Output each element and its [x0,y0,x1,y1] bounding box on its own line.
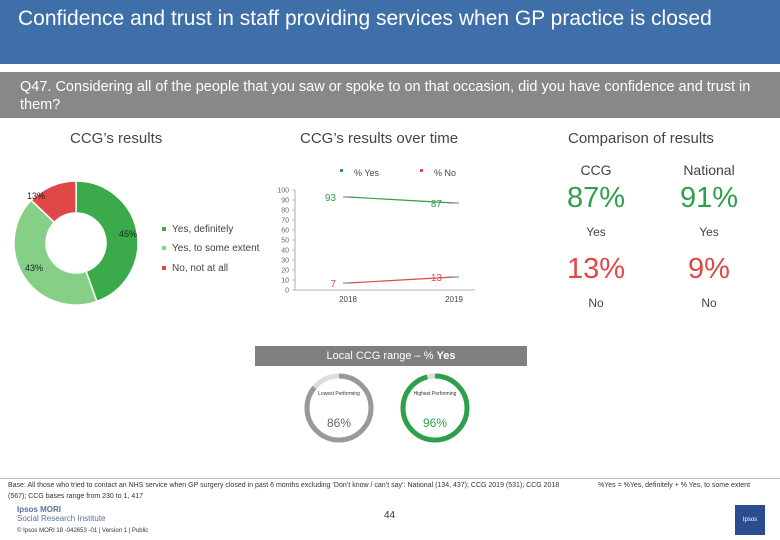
over-time-heading: CCG’s results over time [300,130,459,147]
x-tick-label: 2018 [339,295,357,304]
range-title: Local CCG range – % Yes [255,346,527,366]
y-tick-label: 100 [277,188,289,195]
legend-swatch [420,169,423,172]
ccg-no-value: 13% [566,253,626,285]
line-chart: % Yes % No 0 10 20 30 40 50 60 70 80 90 100 2018 2019 9… [277,168,475,304]
legend-label: Yes, to some extent [172,243,260,254]
y-tick-label: 30 [281,258,289,265]
national-yes-label: Yes [699,225,719,239]
x-tick-label: 2019 [445,295,463,304]
series-line [347,276,455,284]
highest-value: 96% [422,416,448,430]
y-tick-label: 10 [281,278,289,285]
comparison-heading: Comparison of results [568,130,714,147]
data-label: 93 [325,193,337,204]
lowest-caption: Lowest Performing [318,391,360,397]
question-text: Q47. Considering all of the people that … [20,79,751,113]
y-tick-label: 20 [281,268,289,275]
ccg-yes-label: Yes [586,225,606,239]
ccg-no-label: No [588,296,604,310]
national-no-label: No [701,296,717,310]
range-title-bold: Yes [436,350,456,362]
donut-chart: 45% 43% 13% [13,180,139,306]
page-title: Confidence and trust in staff providing … [18,7,712,30]
series-line [347,196,455,204]
donut-value-label: 45% [119,229,137,239]
donut-value-label: 13% [27,191,45,201]
footer-divider [0,478,780,479]
legend-label: % Yes [354,168,380,178]
y-tick-label: 70 [281,218,289,225]
page-number: 44 [384,510,396,521]
donut-slice-3 [30,180,77,224]
ccg-results-heading: CCG’s results [70,130,163,147]
legend-label: No, not at all [172,263,229,274]
legend-swatch [162,246,166,251]
donut-legend-item: Yes, definitely [162,224,233,235]
title-bar: Confidence and trust in staff providing … [0,0,780,64]
legend-swatch [340,169,343,172]
y-tick-label: 50 [281,238,289,245]
highest-gauge-fill [400,373,470,443]
range-gauges [304,373,470,443]
data-label: 13 [431,273,443,284]
y-tick-label: 40 [281,248,289,255]
range-title-prefix: Local CCG range – % [326,350,437,362]
logo-line-1: Ipsos MORI [17,505,62,514]
national-yes-value: 91% [679,182,739,214]
data-label: 7 [330,279,336,290]
national-no-value: 9% [688,253,730,285]
ccg-yes-value: 87% [566,182,626,214]
legend-label: % No [434,168,456,178]
y-tick-label: 0 [285,288,289,295]
highest-caption: Highest Performing [413,391,457,397]
comparison-ccg-heading: CCG [580,162,612,178]
yes-definition-note: %Yes = %Yes, definitely + % Yes, to some… [598,482,751,489]
base-note: Base: All those who tried to contact an … [8,482,560,500]
lowest-value: 86% [326,416,352,430]
comparison-national-heading: National [683,162,735,178]
legend-swatch [162,227,166,232]
y-tick-label: 90 [281,198,289,205]
data-label: 87 [431,199,443,210]
donut-slice-2 [13,199,98,306]
copyright: © Ipsos MORI 18 -042653 -01 | Version 1 … [17,528,149,534]
legend-swatch [162,266,166,271]
question-bar: Q47. Considering all of the people that … [0,72,780,118]
ipsos-corner-logo: Ipsos [735,505,765,535]
lowest-gauge-fill [304,373,374,443]
donut-value-label: 43% [25,263,43,273]
donut-legend-item: No, not at all [162,263,228,274]
ipsos-mori-logo: Ipsos MORI Social Research Institute [17,505,106,523]
donut-legend-item: Yes, to some extent [162,243,259,254]
y-tick-label: 80 [281,208,289,215]
logo-line-2: Social Research Institute [17,514,106,523]
legend-label: Yes, definitely [172,224,234,235]
donut-slice-1 [75,180,139,303]
y-tick-label: 60 [281,228,289,235]
